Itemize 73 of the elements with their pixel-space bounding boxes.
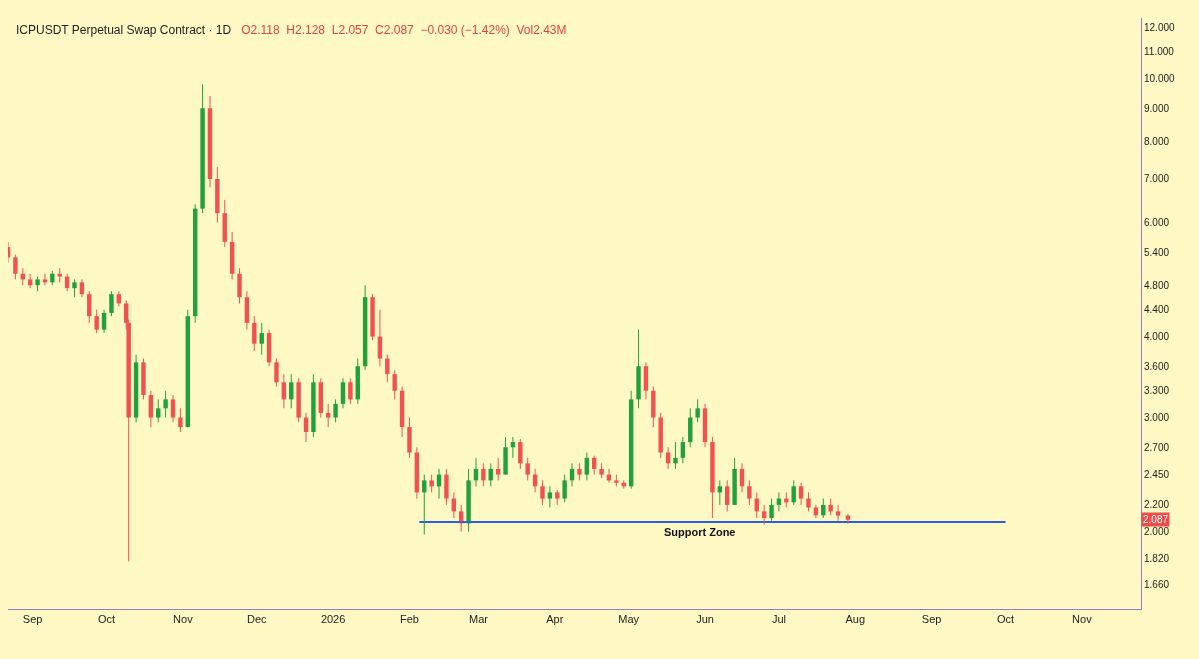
x-tick-label: May (618, 613, 640, 626)
candlestick (109, 290, 114, 317)
x-tick-label: 2026 (320, 613, 346, 626)
candlestick (13, 254, 18, 280)
y-tick-label: 4.800 (1144, 279, 1170, 291)
candlestick (141, 358, 146, 400)
candlestick (311, 373, 316, 438)
candlestick (163, 390, 168, 419)
y-tick-label: 8.000 (1144, 135, 1170, 147)
x-tick-label: Apr (546, 613, 564, 626)
candlestick (710, 436, 715, 519)
chart-subtitle: O2.118 H2.128 L2.057 C2.087 −0.030 (−1.42%) Vol2.43M (241, 23, 567, 37)
x-tick-label: Sep (22, 613, 43, 626)
y-tick-label: 2.200 (1144, 499, 1170, 511)
y-tick-label: 1.820 (1144, 552, 1170, 564)
x-tick-label: Sep (921, 613, 942, 626)
y-tick-label: 5.400 (1144, 246, 1170, 258)
y-tick-label: 4.400 (1144, 304, 1170, 316)
chart-title: ICPUSDT Perpetual Swap Contract · 1D (16, 23, 232, 37)
candlestick (200, 83, 205, 214)
candlestick (577, 462, 582, 481)
annotation: 2.087 (1143, 514, 1169, 525)
candlestick (695, 398, 700, 423)
x-tick-label: Aug (845, 613, 866, 626)
candlestick (94, 309, 99, 334)
candlestick (252, 315, 257, 352)
candlestick (614, 474, 619, 487)
x-tick-label: Oct (97, 613, 116, 626)
x-tick-label: Nov (1072, 613, 1093, 626)
y-tick-label: 7.000 (1144, 173, 1170, 185)
y-tick-label: 11.000 (1144, 46, 1175, 58)
candlestick (651, 385, 656, 428)
candlestick (791, 479, 796, 506)
candlestick (747, 479, 752, 506)
y-tick-label: 3.600 (1144, 360, 1170, 372)
y-tick-label: 3.300 (1144, 385, 1170, 397)
y-tick-label: 10.000 (1144, 73, 1176, 85)
x-tick-label: Dec (246, 613, 268, 626)
candlestick (274, 358, 279, 387)
y-tick-label: 12.000 (1144, 21, 1176, 33)
candlestick (370, 293, 375, 341)
x-tick-label: Jul (771, 613, 786, 626)
candlestick (562, 474, 567, 503)
y-tick-label: 1.660 (1144, 578, 1170, 590)
candlestick (444, 468, 449, 506)
candlestick (540, 479, 545, 506)
candlestick (35, 276, 40, 292)
candlestick (525, 457, 530, 481)
y-tick-label: 9.000 (1144, 102, 1170, 114)
y-tick-label: 6.000 (1144, 216, 1170, 228)
candlestick (296, 377, 301, 423)
candlestick (429, 474, 434, 493)
candlestick (72, 278, 77, 298)
candlestick (333, 398, 338, 423)
candlestick (392, 369, 397, 400)
annotation: Support Zone (664, 526, 736, 538)
y-tick-label: 2.700 (1144, 441, 1170, 453)
candlestick (599, 462, 604, 479)
candlestick (503, 436, 508, 476)
y-tick-label: 3.000 (1144, 412, 1170, 424)
candlestick (732, 457, 737, 506)
x-tick-label: Oct (996, 613, 1015, 626)
y-tick-label: 4.000 (1144, 331, 1170, 343)
candlestick (259, 322, 264, 356)
y-tick-label: 2.000 (1144, 526, 1170, 538)
x-tick-label: Mar (468, 613, 489, 626)
x-tick-label: Jun (696, 613, 714, 626)
candlestick (769, 498, 774, 522)
candlestick (636, 329, 641, 409)
x-tick-label: Feb (400, 613, 419, 626)
x-tick-label: Nov (173, 613, 194, 626)
y-tick-label: 2.450 (1144, 469, 1170, 481)
candlestick (87, 290, 92, 324)
